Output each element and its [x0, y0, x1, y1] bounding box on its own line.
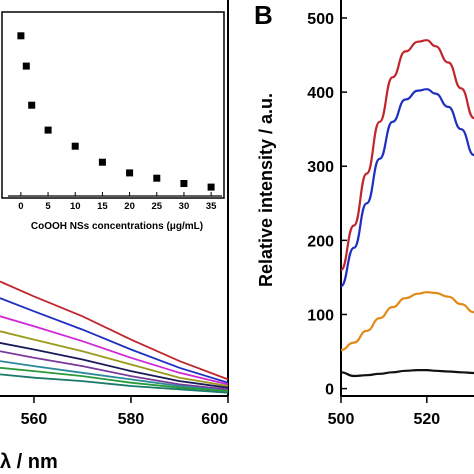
inset-point-10: [207, 183, 215, 191]
panel-a-series-line-1: [0, 280, 229, 381]
panel-b-y-tick-label-5: 400: [307, 85, 334, 102]
panel-a-series-line-9: [0, 373, 229, 394]
inset-point-9: [180, 180, 188, 187]
panel-b-x-tick-label-2: 520: [413, 411, 440, 428]
panel-b-y-tick-label-4: 300: [307, 159, 334, 176]
inset-x-tick-label-7: 30: [179, 201, 190, 212]
panel-b-y-tick-label-3: 200: [307, 233, 334, 250]
panel-a: 560 580 600 λ / nm: [0, 0, 229, 473]
inset-point-2: [22, 62, 30, 70]
inset-point-6: [98, 158, 106, 166]
inset-point-1: [17, 32, 25, 40]
inset-x-tick-label-2: 5: [45, 201, 51, 212]
panel-b-series-line-1: [339, 39, 474, 272]
panel-b-ticks: 0 100 200 300 400 500 500 520: [307, 11, 440, 428]
inset-x-tick-label-3: 10: [70, 201, 81, 212]
panel-a-series-line-3: [0, 315, 229, 386]
inset-points: [17, 32, 215, 191]
inset-point-8: [153, 174, 161, 182]
inset-point-7: [126, 169, 134, 177]
inset-x-tick-label-4: 15: [97, 201, 108, 212]
inset-x-tick-label-5: 20: [124, 201, 135, 212]
panel-a-x-tick-label-3: 600: [201, 411, 228, 428]
panel-a-series-line-7: [0, 360, 229, 392]
inset-x-axis-label: CoOOH NSs concentrations (μg/mL): [31, 221, 203, 232]
inset-x-tick-label-8: 35: [206, 201, 217, 212]
inset-x-tick-label-1: 0: [18, 201, 23, 212]
panel-b-y-tick-label-6: 500: [307, 11, 334, 28]
inset-point-4: [44, 126, 52, 134]
panel-b-series-group: [339, 39, 474, 378]
panel-b-y-axis-label: Relative intensity / a.u.: [256, 93, 276, 287]
panel-b-label: B: [254, 0, 273, 30]
panel-a-series-group: [0, 280, 229, 394]
panel-b-y-tick-label-2: 100: [307, 307, 334, 324]
panel-b-series-line-2: [339, 88, 474, 288]
panel-a-series-line-2: [0, 297, 229, 384]
panel-a-series-line-5: [0, 342, 229, 389]
inset-x-tick-label-6: 25: [151, 201, 162, 212]
panel-a-inset: 0 5 10 15 20 25 30 35 CoOOH NSs concentrations …: [1, 11, 225, 232]
panel-b: B 0 100 200 300 400 500 500 520 Relative intens…: [254, 0, 474, 428]
panel-a-series-line-6: [0, 350, 229, 391]
panel-b-x-tick-label-1: 500: [328, 411, 355, 428]
inset-point-3: [28, 101, 36, 109]
panel-a-x-tick-label-1: 560: [21, 411, 48, 428]
panel-a-series-line-8: [0, 366, 229, 392]
inset-frame: [1, 11, 225, 199]
panel-a-x-tick-label-2: 580: [118, 411, 145, 428]
inset-x-ticks: 0 5 10 15 20 25 30 35: [18, 192, 217, 212]
panel-b-series-line-3: [340, 291, 474, 352]
panel-a-x-axis-label: λ / nm: [0, 451, 58, 473]
inset-point-5: [71, 142, 79, 150]
panel-a-series-line-4: [0, 330, 229, 387]
panel-b-series-line-4: [340, 369, 474, 378]
panel-b-y-tick-label-1: 0: [325, 382, 334, 399]
panel-a-x-ticks: 560 580 600: [21, 396, 229, 428]
